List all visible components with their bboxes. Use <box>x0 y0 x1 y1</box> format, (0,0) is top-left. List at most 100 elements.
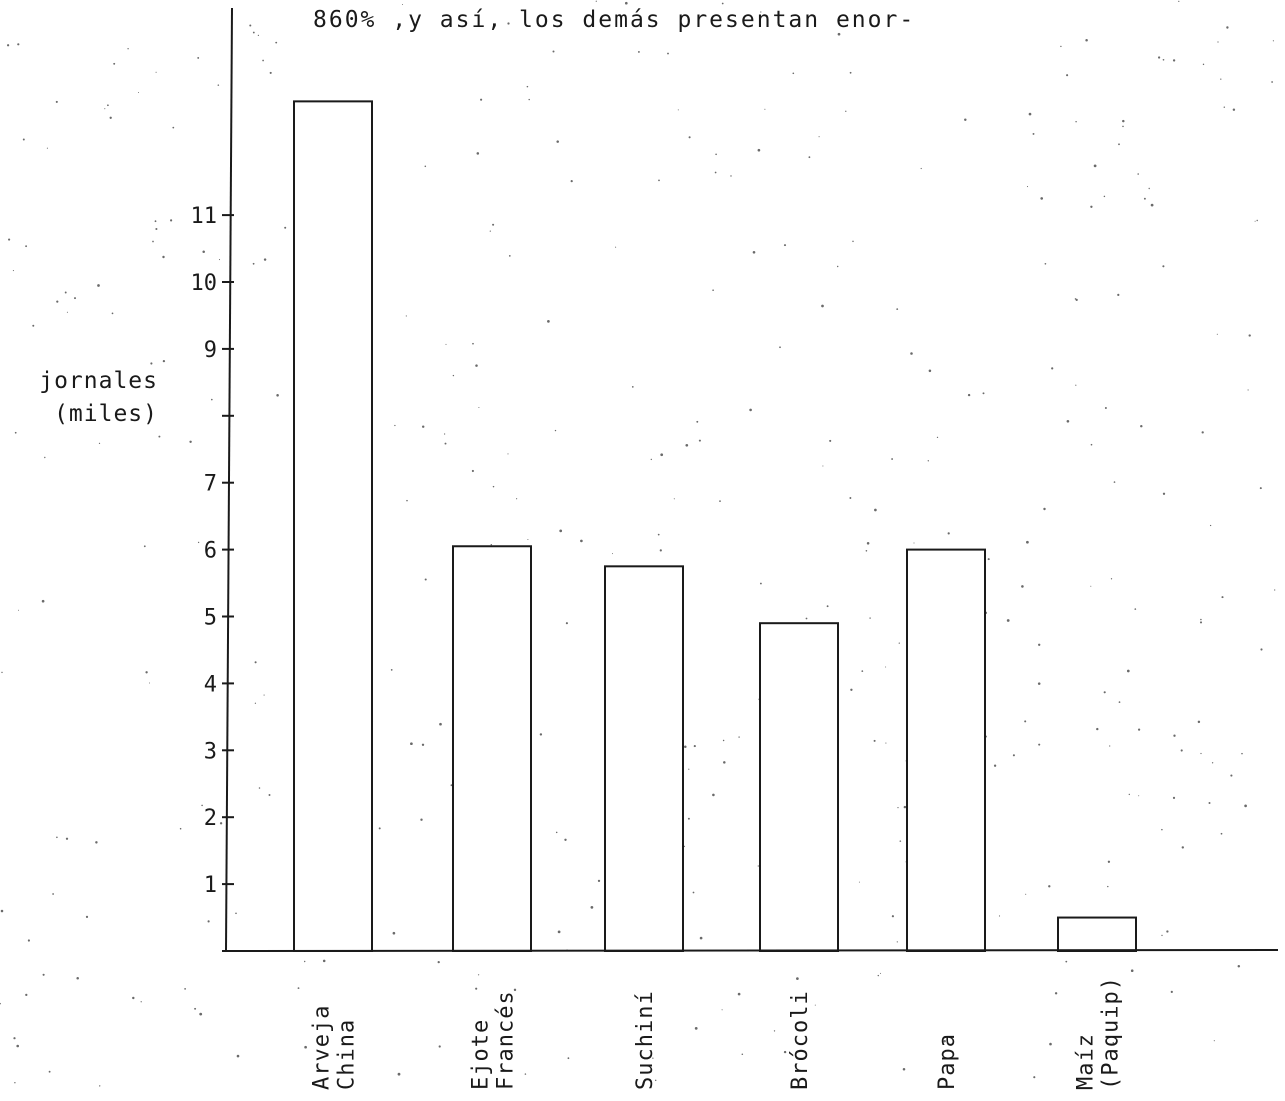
paper-speck <box>547 320 550 323</box>
paper-speck <box>858 881 860 883</box>
paper-speck <box>1128 793 1130 796</box>
paper-speck <box>492 485 495 488</box>
paper-speck <box>252 262 255 265</box>
paper-speck <box>199 1012 203 1016</box>
category-label: Ejote <box>469 1019 494 1090</box>
bar <box>759 622 839 952</box>
paper-speck <box>1085 39 1088 42</box>
paper-speck <box>982 392 985 395</box>
paper-speck <box>1038 743 1041 746</box>
paper-speck <box>1012 754 1015 757</box>
paper-speck <box>722 739 725 742</box>
paper-speck <box>390 669 393 671</box>
paper-speck <box>783 1050 787 1054</box>
paper-speck <box>1040 197 1044 200</box>
paper-speck <box>920 167 922 170</box>
paper-speck <box>556 140 559 143</box>
paper-speck <box>837 32 841 36</box>
paper-speck <box>891 458 894 460</box>
category-label: Maíz <box>1074 1033 1099 1090</box>
paper-speck <box>1230 774 1233 777</box>
paper-speck <box>1096 727 1099 731</box>
y-tick-label: 10 <box>191 271 218 296</box>
paper-speck <box>852 240 854 243</box>
paper-speck <box>155 227 158 231</box>
paper-speck <box>1157 56 1161 59</box>
paper-speck <box>783 244 787 247</box>
paper-speck <box>66 311 68 313</box>
paper-speck <box>808 156 811 159</box>
paper-speck <box>814 1004 816 1006</box>
paper-speck <box>1026 540 1029 544</box>
paper-speck <box>539 733 543 736</box>
paper-speck <box>822 465 824 467</box>
paper-speck <box>1093 164 1097 168</box>
paper-speck <box>113 62 116 65</box>
paper-speck <box>1028 112 1032 116</box>
category-labels: Arveja China Ejote Francés Suchiní Brócoli Pap… <box>310 976 1124 1090</box>
paper-speck <box>104 108 106 110</box>
paper-speck <box>471 469 474 473</box>
paper-speck <box>910 352 913 355</box>
paper-speck <box>1213 1040 1215 1042</box>
y-tick-label: 9 <box>204 338 217 363</box>
paper-speck <box>155 71 157 73</box>
paper-speck <box>162 359 166 363</box>
paper-speck <box>987 558 990 561</box>
paper-speck <box>32 324 35 327</box>
paper-speck <box>322 959 326 963</box>
paper-speck <box>673 498 675 500</box>
paper-speck <box>140 1001 142 1003</box>
paper-speck <box>570 180 573 183</box>
paper-speck <box>650 458 652 461</box>
paper-speck <box>885 742 887 744</box>
paper-speck <box>14 1082 16 1084</box>
paper-speck <box>152 240 154 243</box>
paper-speck <box>48 1070 51 1073</box>
category-label: (Paquip) <box>1099 976 1124 1090</box>
paper-speck <box>1107 860 1111 863</box>
paper-speck <box>258 787 261 789</box>
paper-speck <box>1221 596 1224 599</box>
paper-speck <box>1201 431 1204 434</box>
paper-speck <box>1066 74 1069 77</box>
paper-speck <box>424 578 427 581</box>
header-text: 860% ,y así, los demás presentan enor- <box>313 7 915 33</box>
paper-speck <box>1113 481 1116 483</box>
paper-speck <box>947 532 950 535</box>
paper-speck <box>74 297 76 300</box>
paper-speck <box>719 500 721 502</box>
paper-speck <box>25 993 28 997</box>
paper-speck <box>688 768 690 770</box>
paper-speck <box>489 230 491 232</box>
paper-speck <box>421 425 425 428</box>
paper-speck <box>1244 804 1247 808</box>
paper-speck <box>879 972 882 974</box>
paper-speck <box>172 126 175 129</box>
paper-speck <box>1259 487 1262 490</box>
paper-speck <box>694 1027 698 1030</box>
paper-speck <box>1051 367 1054 370</box>
paper-speck <box>1025 893 1027 895</box>
paper-speck <box>654 1079 657 1082</box>
paper-speck <box>993 764 997 767</box>
paper-speck <box>597 879 601 883</box>
axes <box>221 7 1279 952</box>
paper-speck <box>849 497 852 499</box>
category-label: Brócoli <box>788 990 813 1090</box>
paper-speck <box>1048 885 1051 888</box>
paper-speck <box>659 549 662 552</box>
paper-speck <box>98 442 101 445</box>
paper-speck <box>567 1057 570 1060</box>
paper-speck <box>737 992 741 996</box>
paper-speck <box>757 865 759 867</box>
paper-speck <box>555 831 558 834</box>
paper-speck <box>197 56 200 59</box>
paper-speck <box>1 671 3 674</box>
paper-speck <box>304 1045 307 1049</box>
y-axis-label-line-2: (miles) <box>54 401 158 427</box>
paper-speck <box>898 642 900 644</box>
paper-speck <box>1075 120 1077 123</box>
paper-speck <box>524 1073 527 1075</box>
paper-speck <box>13 1037 16 1040</box>
